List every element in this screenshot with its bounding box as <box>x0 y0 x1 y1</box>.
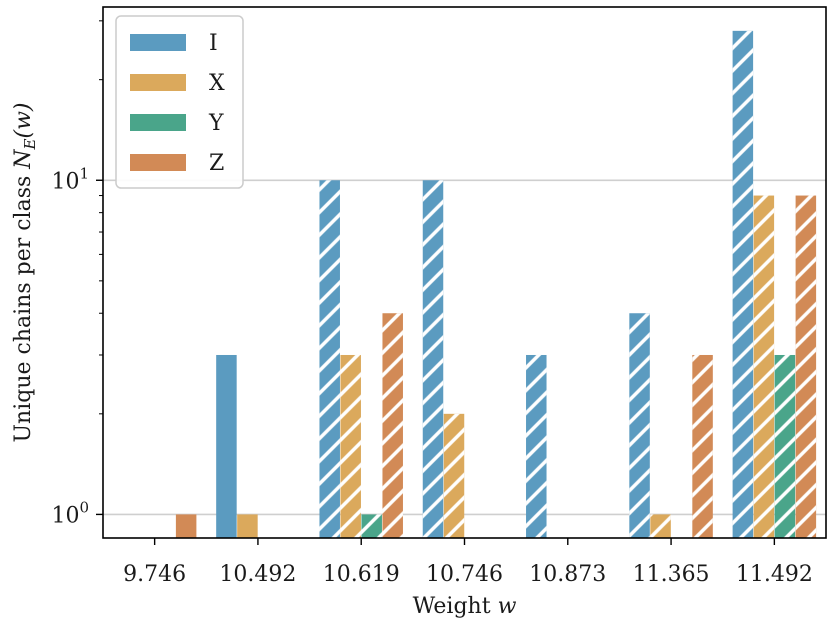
legend-label-X: X <box>209 71 225 96</box>
x-tick-label: 11.365 <box>633 562 710 587</box>
legend-label-Z: Z <box>209 151 224 176</box>
legend-label-I: I <box>209 31 218 56</box>
x-tick-label: 10.492 <box>219 562 296 587</box>
y-axis-label: Unique chains per class NE(w) <box>11 103 39 443</box>
y-ticks: 100 101 <box>51 20 103 528</box>
legend-swatch-I <box>130 34 186 51</box>
bar-hatch-Y-11.492 <box>774 354 796 538</box>
bar-hatch-X-11.492 <box>753 195 775 539</box>
y-tick-label: 100 <box>51 498 89 528</box>
legend-swatch-Y <box>130 114 186 131</box>
bar-hatch-X-10.746 <box>443 413 465 538</box>
bar-hatch-Z-11.492 <box>795 195 817 539</box>
bar-hatch-Z-11.365 <box>692 354 713 538</box>
bar-hatch-I-11.492 <box>732 30 754 539</box>
bar-hatch-I-10.873 <box>526 354 547 538</box>
legend-swatch-X <box>130 74 186 91</box>
x-tick-label: 10.873 <box>529 562 606 587</box>
x-tick-label: 10.746 <box>426 562 503 587</box>
bar-hatch-I-11.365 <box>629 313 650 538</box>
bar-hatch-I-10.746 <box>422 180 444 539</box>
x-tick-label: 10.619 <box>323 562 400 587</box>
bar-hatch-X-10.619 <box>340 354 361 538</box>
bar-Z-9.746 <box>175 514 197 538</box>
x-tick-label: 11.492 <box>736 562 813 587</box>
bar-I-10.492 <box>216 354 237 538</box>
legend-box <box>115 15 244 189</box>
legend-label-Y: Y <box>208 111 224 136</box>
bars <box>175 30 817 539</box>
bar-hatch-Y-10.619 <box>361 514 382 538</box>
y-tick-label: 101 <box>51 164 89 194</box>
grid-lines <box>103 179 826 516</box>
x-axis-label: Weight w <box>413 594 517 619</box>
legend-swatch-Z <box>130 154 186 171</box>
bar-hatch-I-10.619 <box>319 180 340 539</box>
x-ticks: 9.746 10.492 10.619 10.746 10.873 11.365 11.49… <box>123 538 813 587</box>
bar-hatch-Z-10.619 <box>382 313 403 538</box>
bar-hatch-X-11.365 <box>650 514 671 538</box>
x-tick-label: 9.746 <box>123 562 186 587</box>
bar-X-10.492 <box>237 514 258 538</box>
